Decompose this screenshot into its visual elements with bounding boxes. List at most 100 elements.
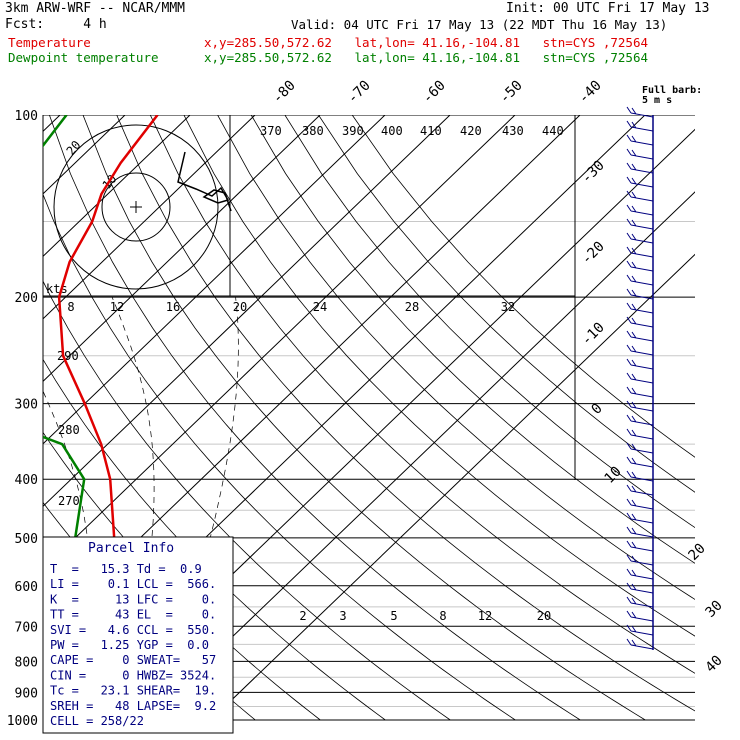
pressure-tick-label: 500: [15, 532, 38, 547]
hodograph-axis-label: 8: [67, 300, 74, 314]
isotherm-label: -80: [270, 78, 299, 107]
isotherm: [43, 115, 191, 258]
wind-barb-legend: Full barb:: [642, 85, 702, 96]
hodograph-axis-label: 12: [110, 300, 124, 314]
pressure-tick-label: 1000: [7, 714, 38, 729]
parcel-info-row: TT = 43 EL = 0.: [50, 608, 216, 622]
wind-barb: [626, 218, 654, 230]
wind-barb: [626, 470, 654, 482]
parcel-info-row: PW = 1.25 YGP = 0.0: [50, 638, 209, 652]
theta-label: 290: [57, 349, 79, 363]
dry-adiabat: [318, 115, 695, 493]
pressure-tick-label: 300: [15, 398, 38, 413]
theta-label: 390: [342, 124, 364, 138]
dry-adiabat: [351, 115, 695, 458]
pressure-tick-label: 700: [15, 620, 38, 635]
wind-barb: [626, 176, 654, 188]
temperature-legend: Temperature: [8, 35, 91, 50]
dry-adiabat: [116, 115, 695, 712]
wind-barbs: Full barb:5 m s: [626, 85, 702, 650]
wind-barb: [626, 414, 654, 426]
mixing-ratio-label: 2: [299, 609, 306, 623]
isotherm-label: -70: [345, 78, 374, 107]
parcel-box: [42, 536, 234, 734]
isotherm: [43, 115, 256, 320]
isotherm: [43, 115, 386, 445]
parcel-info-row: CIN = 0 HWBZ= 3524.: [50, 668, 216, 682]
wind-barb: [626, 246, 654, 258]
isotherm-label: -20: [579, 239, 608, 268]
dewpoint-location: x,y=285.50,572.62 lat,lon= 41.16,-104.81…: [204, 50, 649, 65]
hodograph-unit: kts: [46, 282, 68, 296]
wind-barb: [626, 288, 654, 300]
wind-barb: [626, 372, 654, 384]
isotherm: [145, 191, 695, 721]
hodograph-axis-label: 20: [233, 300, 247, 314]
wind-barb: [626, 554, 654, 566]
isotherm-label: -50: [497, 78, 526, 107]
wind-barb: [626, 120, 654, 132]
theta-label: 280: [58, 423, 80, 437]
isotherm-label: 20: [686, 541, 709, 564]
dry-adiabat: [217, 115, 695, 600]
wind-barb: [626, 638, 654, 650]
mixing-ratio-label: 8: [439, 609, 446, 623]
wind-barb: [626, 204, 654, 216]
theta-label: 430: [502, 124, 524, 138]
mixing-ratio-label: 20: [537, 609, 551, 623]
wind-barb: [626, 568, 654, 580]
wind-barb: [626, 134, 654, 146]
mixing-ratio-label: 12: [478, 609, 492, 623]
wind-barb: [626, 386, 654, 398]
parcel-info-row: T = 15.3 Td = 0.9: [50, 562, 202, 576]
parcel-info-row: LI = 0.1 LCL = 566.: [50, 577, 216, 591]
pressure-tick-label: 400: [15, 473, 38, 488]
parcel-info-row: CAPE = 0 SWEAT= 57: [50, 653, 216, 667]
valid-time: Valid: 04 UTC Fri 17 May 13 (22 MDT Thu …: [291, 17, 668, 32]
parcel-info-title: Parcel Info: [88, 541, 174, 556]
pressure-tick-label: 100: [15, 109, 38, 124]
parcel-info-row: CELL = 258/22: [50, 714, 144, 728]
hodograph-trace: [177, 151, 232, 212]
wind-barb: [626, 106, 654, 118]
theta-label: 410: [420, 124, 442, 138]
pressure-tick-label: 900: [15, 686, 38, 701]
parcel-info-row: K = 13 LFC = 0.: [50, 592, 216, 606]
wind-barb: [626, 260, 654, 272]
isotherm-label: -10: [579, 320, 608, 349]
wind-barb: [626, 456, 654, 468]
wind-barb: [626, 526, 654, 538]
pressure-tick-label: 800: [15, 655, 38, 670]
wind-barb: [626, 162, 654, 174]
dry-adiabat: [250, 115, 695, 564]
isotherm: [210, 253, 695, 721]
theta-label: 400: [381, 124, 403, 138]
isotherm: [43, 115, 516, 570]
hodograph-ring-label: 20: [64, 138, 84, 158]
dry-adiabat: [82, 115, 646, 721]
parcel-info-row: Tc = 23.1 SHEAR= 19.: [50, 684, 216, 698]
isotherm: [43, 115, 451, 508]
mixing-ratio-label: 5: [390, 609, 397, 623]
pressure-tick-label: 600: [15, 580, 38, 595]
wind-barb: [626, 344, 654, 356]
wind-barb: [626, 540, 654, 552]
wind-barb: [626, 190, 654, 202]
dewpoint-legend: Dewpoint temperature: [8, 50, 159, 65]
hodograph-axis-label: 28: [405, 300, 419, 314]
wind-barb: [626, 582, 654, 594]
hodograph-ring-10: [101, 172, 171, 242]
dry-adiabat: [149, 115, 695, 674]
hodograph-ring-20: [53, 124, 219, 290]
isotherm-label: 40: [703, 653, 726, 676]
isotherm-label: -40: [576, 78, 605, 107]
wind-barb: [626, 400, 654, 412]
isotherm-label: 10: [602, 464, 625, 487]
wind-barb: [626, 302, 654, 314]
isotherm-label: -60: [420, 78, 449, 107]
dry-adiabat: [43, 193, 516, 721]
wind-barb: [626, 624, 654, 636]
theta-label: 270: [58, 494, 80, 508]
